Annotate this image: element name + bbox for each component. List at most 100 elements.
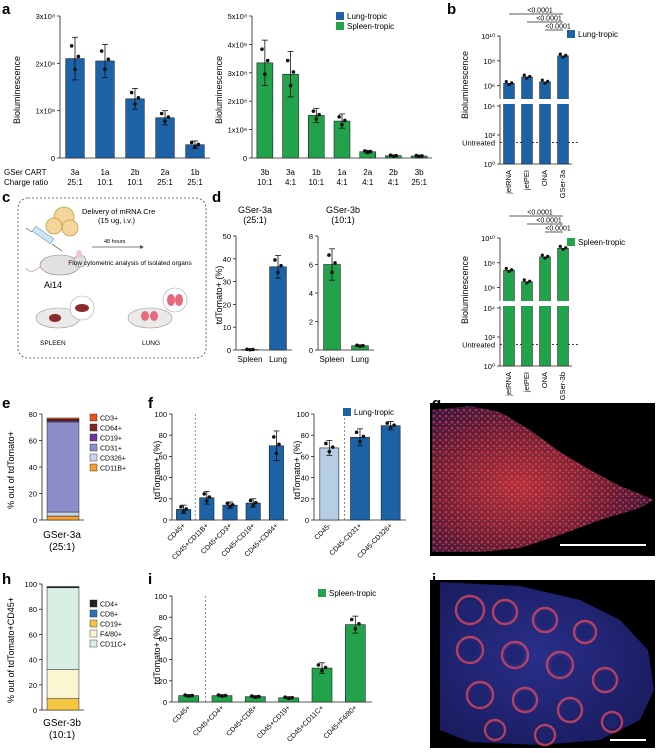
panel-label-c: c [2, 189, 10, 206]
data-point [504, 80, 508, 84]
follicle-core [562, 702, 578, 718]
i-legend-swatch [318, 589, 326, 597]
data-point [546, 254, 550, 258]
data-point [223, 693, 228, 698]
follicle-core [471, 686, 489, 704]
f-legend-swatch [343, 408, 351, 416]
x-tick-label: 3b [260, 168, 269, 177]
e-ylabel: % out of tdTomato+ [6, 431, 16, 509]
a-legend-lung: Lung-tropic [347, 12, 387, 21]
x-tick-label: CD45+ [172, 704, 192, 724]
data-point [276, 270, 280, 275]
stack-segment [46, 515, 80, 521]
bar-break [502, 301, 516, 306]
y-tick-label: 60 [159, 634, 167, 643]
x-tick-label: 1b [191, 168, 200, 177]
x-tick-label: jetPEI [522, 372, 531, 393]
p-value: <0.0001 [527, 210, 553, 217]
y-tick-label: 10⁰ [484, 160, 495, 169]
data-point [353, 627, 358, 631]
x-tick-label: 1a [338, 168, 347, 177]
y-tick-label: 0 [243, 154, 247, 163]
x-tick-label: 1a [101, 168, 110, 177]
data-point [216, 693, 221, 697]
x-tick-label: Lung [351, 355, 369, 364]
data-point [354, 430, 359, 435]
data-point [251, 347, 255, 352]
p-value: <0.0001 [545, 24, 571, 31]
y-tick-label: 10¹⁰ [481, 32, 495, 41]
follicle [591, 666, 619, 694]
x-tick-label: 1b [312, 168, 321, 177]
y-tick-label: 10 [223, 323, 231, 332]
data-point [129, 90, 134, 95]
data-point [273, 258, 277, 262]
data-point [76, 54, 81, 59]
y-tick-label: 60 [301, 452, 309, 461]
data-point [183, 693, 187, 697]
panel-c-schematic: Delivery of mRNA Cre (15 ug, i.v.) 48 ho… [17, 197, 207, 359]
legend-swatch [89, 639, 98, 648]
y-tick-label: 40 [301, 474, 309, 483]
legend-label: CD11C+ [100, 642, 127, 649]
y-tick-label: 2x10⁸ [36, 59, 55, 68]
panel-label-d: d [212, 189, 221, 206]
data-point [561, 55, 565, 59]
a-legend-lung-swatch [336, 12, 344, 20]
y-tick-label: 40 [159, 474, 167, 483]
data-point [507, 83, 511, 87]
follicle-core [578, 625, 592, 639]
y-tick-label: 80 [29, 410, 37, 419]
x-tick-label: 25:1 [157, 178, 173, 187]
y-tick-label: 0 [33, 706, 37, 715]
data-point [324, 441, 328, 446]
data-point [69, 44, 74, 48]
y-tick-label: 1x10⁸ [36, 107, 55, 116]
data-point [257, 694, 261, 699]
x-tick-label: CD45+CD11C+ [286, 704, 325, 743]
y-tick-label: 40 [159, 656, 167, 665]
follicle [545, 650, 575, 680]
legend-label: CD64+ [100, 426, 122, 433]
data-point [528, 74, 532, 79]
data-point [291, 70, 296, 74]
bar [521, 281, 533, 367]
data-point [272, 435, 276, 439]
data-point [265, 58, 270, 63]
data-point [522, 73, 526, 77]
data-point [546, 79, 550, 83]
data-point [279, 263, 283, 268]
a-legend-spleen-swatch [336, 22, 344, 30]
bar [503, 269, 515, 367]
x-tick-label: CD45+CD8+ [225, 704, 258, 737]
panel-label-j: j [431, 571, 436, 588]
legend-label: CD4+ [100, 602, 118, 609]
stack-segment [46, 586, 80, 588]
follicle [572, 619, 598, 645]
y-tick-label: 10⁶ [484, 284, 495, 293]
y-tick-label: 80 [159, 613, 167, 622]
y-tick-label: 40 [29, 463, 37, 472]
b-ylabel-top: Bioluminescence [460, 51, 470, 119]
panel-label-h: h [2, 571, 11, 588]
follicle-core [517, 692, 533, 708]
y-tick-label: 100 [296, 410, 309, 419]
y-tick-label: 4 [309, 289, 313, 298]
data-point [260, 47, 264, 52]
x-tick-label: ONA [540, 170, 549, 186]
data-point [540, 78, 544, 82]
x-tick-label: CD45+ [167, 522, 187, 542]
stack-segment [46, 417, 80, 420]
nanoparticle-icon [45, 206, 79, 237]
legend-swatch [89, 433, 98, 442]
y-tick-label: 3x10⁸ [36, 12, 55, 21]
y-tick-label: 0 [305, 516, 309, 525]
follicle [533, 723, 557, 747]
follicle-core [461, 641, 479, 659]
data-point [330, 445, 335, 449]
data-point [286, 696, 291, 701]
data-point [225, 501, 230, 506]
data-point [196, 142, 201, 147]
data-point [361, 434, 366, 439]
y-tick-label: 30 [223, 278, 231, 287]
